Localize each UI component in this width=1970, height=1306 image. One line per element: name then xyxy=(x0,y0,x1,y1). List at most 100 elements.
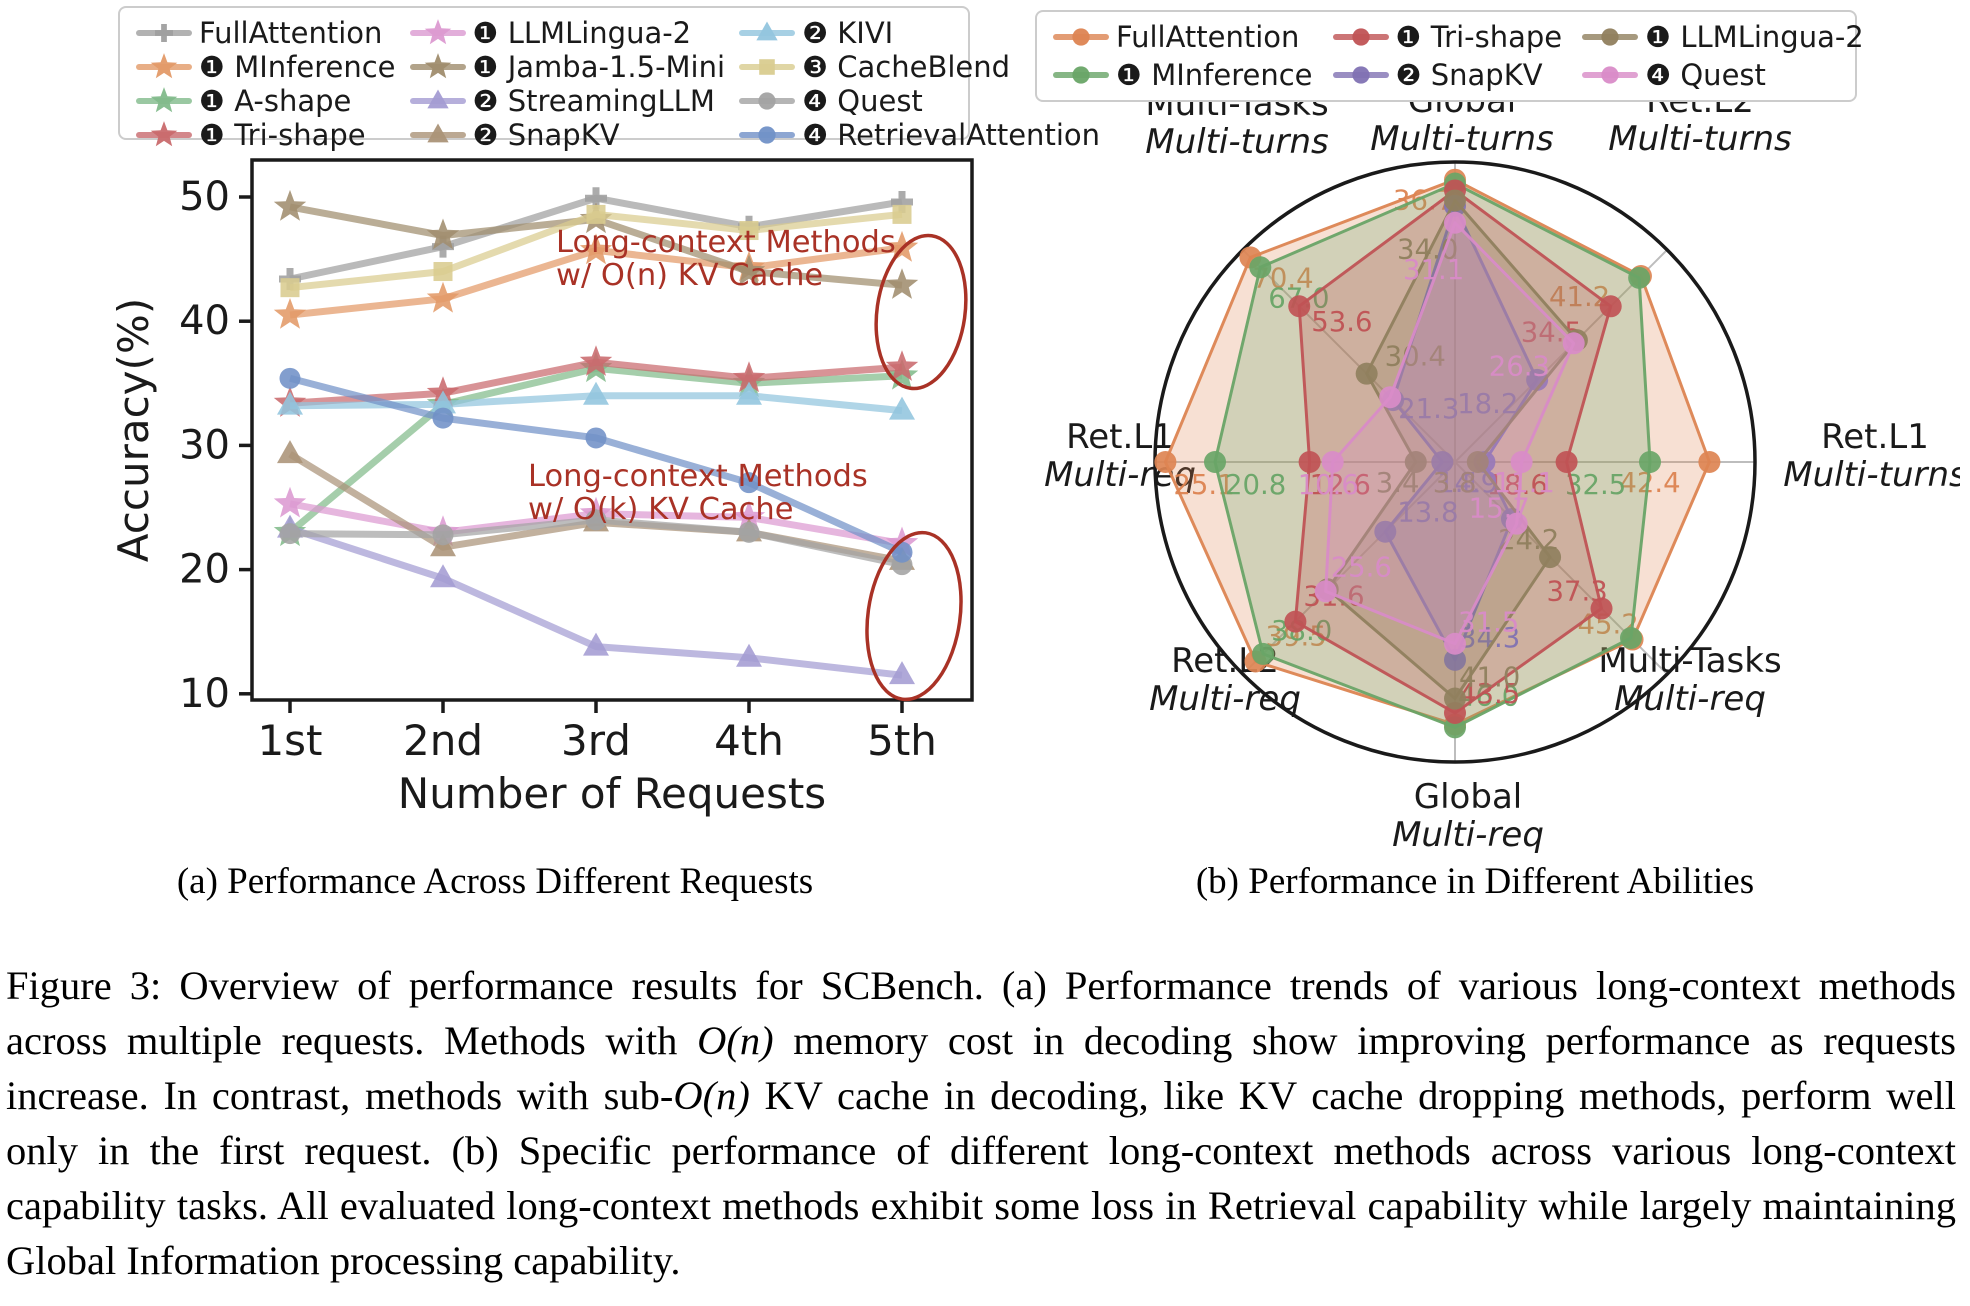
legend-label: ❹ RetrievalAttention xyxy=(802,118,1100,152)
circle-marker-icon xyxy=(1053,28,1109,46)
legend-item--llmlingua-2: ❶ LLMLingua-2 xyxy=(409,16,726,50)
line-chart: 10 20 30 40 50 1st 2nd 3rd 4th 5th Number of Reque… xyxy=(109,158,974,818)
star-marker-icon xyxy=(409,19,466,45)
legend-item--cacheblend: ❸ CacheBlend xyxy=(739,50,1100,84)
legend-label: ❶ Tri-shape xyxy=(1395,20,1563,54)
legend-label: ❶ MInference xyxy=(199,50,396,84)
line-chart-axes: 10 20 30 40 50 1st 2nd 3rd 4th 5th Number of Reque… xyxy=(109,158,974,818)
legend-item--jamba-1.5-mini: ❶ Jamba-1.5-Mini xyxy=(409,50,726,84)
svg-text:w/ O(n) KV Cache: w/ O(n) KV Cache xyxy=(556,258,823,293)
legend-label: ❷ SnapKV xyxy=(1395,58,1543,92)
y-tick-label: 50 xyxy=(179,174,230,220)
y-tick-label: 20 xyxy=(179,547,230,593)
circle-marker-icon xyxy=(739,92,796,110)
legend-label: ❶ A-shape xyxy=(199,84,352,118)
x-axis-title: Number of Requests xyxy=(398,769,826,818)
legend-item--retrievalattention: ❹ RetrievalAttention xyxy=(739,118,1100,152)
radar-point-label: 46.0 xyxy=(1458,680,1519,712)
svg-text:Long-context Methods: Long-context Methods xyxy=(556,225,896,260)
legend-item--minference: ❶ MInference xyxy=(136,50,396,84)
radar-point-label: 30.4 xyxy=(1385,341,1446,373)
caption-text-segment: Figure 3: Overview of performance result… xyxy=(6,963,1956,1064)
legend-label: ❹ Quest xyxy=(802,84,923,118)
svg-text:Ret.L1: Ret.L1 xyxy=(1821,417,1929,457)
y-tick-label: 10 xyxy=(179,671,230,717)
radar-point-label: 31.5 xyxy=(1458,607,1519,639)
legend-item-fullattention: FullAttention xyxy=(1053,18,1313,56)
star-marker-icon xyxy=(136,121,192,147)
legend-label: ❷ SnapKV xyxy=(472,118,620,152)
triangle-marker-icon xyxy=(739,21,796,41)
radar-point-label: 15.7 xyxy=(1469,493,1530,525)
svg-text:Long-context Methods: Long-context Methods xyxy=(528,459,868,494)
legend-label: ❹ Quest xyxy=(1645,58,1766,92)
star-marker-icon xyxy=(136,87,192,113)
circle-marker-icon xyxy=(739,126,796,144)
legend-item--streamingllm: ❷ StreamingLLM xyxy=(409,84,726,118)
radar-chart: GlobalMulti-turnsRet.L2Multi-turnsRet.L1… xyxy=(1044,81,1960,855)
y-tick-label: 40 xyxy=(179,298,230,344)
legend-item--quest: ❹ Quest xyxy=(739,84,1100,118)
x-tick-label: 5th xyxy=(867,716,937,765)
line-series--quest xyxy=(279,509,913,576)
radar-point-label: 20.8 xyxy=(1225,469,1286,501)
radar-chart-legend: FullAttention ❶ MInference ❶ Tri-shape ❷ Sn… xyxy=(1035,10,1864,102)
legend-label: ❷ KIVI xyxy=(802,16,894,50)
circle-marker-icon xyxy=(1582,66,1639,84)
subcaption-b: (b) Performance in Different Abilities xyxy=(1195,861,1755,902)
y-tick-label: 30 xyxy=(179,422,230,468)
triangle-marker-icon xyxy=(409,123,466,143)
legend-label: ❶ Jamba-1.5-Mini xyxy=(472,50,726,84)
line-series--retrievalattention xyxy=(279,367,913,563)
legend-label: ❶ LLMLingua-2 xyxy=(472,16,692,50)
caption-text-segment: KV cache in decoding, like KV cache drop… xyxy=(6,1073,1956,1284)
highlight-ellipse-2 xyxy=(865,530,963,702)
legend-item--tri-shape: ❶ Tri-shape xyxy=(1332,18,1563,56)
legend-item--snapkv: ❷ SnapKV xyxy=(409,118,726,152)
svg-text:Multi-turns: Multi-turns xyxy=(1370,119,1554,159)
svg-text:Multi-req: Multi-req xyxy=(1149,679,1301,719)
x-tick-label: 2nd xyxy=(403,716,483,765)
radar-point-label: 11.1 xyxy=(1494,467,1555,499)
radar-point-label: 3.8 xyxy=(1433,467,1477,499)
radar-point-label: 12.6 xyxy=(1310,469,1371,501)
radar-point-label: 43.5 xyxy=(1459,678,1520,710)
svg-text:Multi-turns: Multi-turns xyxy=(1145,122,1329,162)
line-series--streamingllm xyxy=(277,514,915,685)
radar-point-label: 31.1 xyxy=(1403,254,1464,286)
caption-text-segment: memory cost in decoding show improving p… xyxy=(6,1018,1956,1119)
svg-text:Global: Global xyxy=(1414,777,1522,817)
radar-point-label: 37.3 xyxy=(1547,576,1608,608)
x-tick-label: 3rd xyxy=(561,716,631,765)
radar-point-label: 1.1 xyxy=(1437,467,1481,499)
radar-point-label: 13.8 xyxy=(1397,497,1458,529)
legend-label: FullAttention xyxy=(1116,20,1300,54)
svg-text:Multi-req: Multi-req xyxy=(1614,679,1766,719)
figure-caption: Figure 3: Overview of performance result… xyxy=(6,958,1956,1288)
circle-marker-icon xyxy=(1332,66,1389,84)
legend-item--tri-shape: ❶ Tri-shape xyxy=(136,118,396,152)
legend-label: ❶ MInference xyxy=(1116,58,1313,92)
legend-item--minference: ❶ MInference xyxy=(1053,56,1313,94)
svg-text:Multi-turns: Multi-turns xyxy=(1608,119,1792,159)
line-chart-legend: FullAttention ❶ MInference ❶ A-shape ❶ Tri-… xyxy=(118,6,1100,152)
circle-marker-icon xyxy=(1053,66,1109,84)
radar-point-label: 41.0 xyxy=(1459,662,1520,694)
plus-marker-icon xyxy=(136,23,192,43)
legend-item--a-shape: ❶ A-shape xyxy=(136,84,396,118)
svg-text:Multi-turns: Multi-turns xyxy=(1783,455,1960,495)
svg-text:Ret.L1: Ret.L1 xyxy=(1066,417,1174,457)
svg-text:Multi-req: Multi-req xyxy=(1392,815,1544,855)
radar-series--llmlingua-2: 34.03.824.241.03.430.4 xyxy=(1316,189,1588,710)
legend-item--snapkv: ❷ SnapKV xyxy=(1332,56,1563,94)
star-marker-icon xyxy=(136,53,192,79)
triangle-marker-icon xyxy=(409,89,466,109)
line-series--cacheblend xyxy=(280,204,912,298)
star-marker-icon xyxy=(409,53,466,79)
circle-marker-icon xyxy=(1332,28,1389,46)
radar-point-label: 25.6 xyxy=(1331,551,1392,583)
radar-point-label: 21.3 xyxy=(1398,393,1459,425)
